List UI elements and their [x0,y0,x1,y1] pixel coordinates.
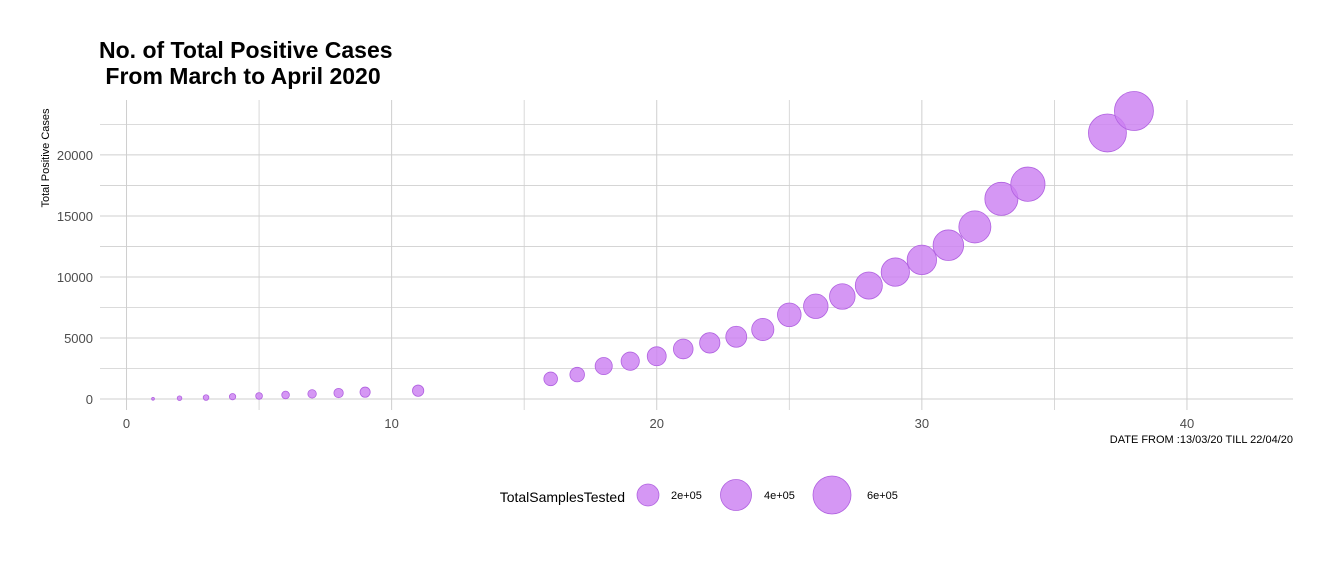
x-tick-label: 10 [384,416,398,431]
legend-title: TotalSamplesTested [500,489,625,505]
data-point [699,332,721,354]
data-point [673,338,694,360]
y-tick-label: 10000 [57,270,93,285]
x-tick-label: 40 [1180,416,1194,431]
legend-entry-label: 2e+05 [671,490,702,502]
data-point [646,346,667,367]
y-tick-label: 15000 [57,209,93,224]
data-point [1114,91,1154,131]
data-point [777,302,802,328]
data-point [751,317,775,341]
data-point [1088,113,1127,153]
data-point [829,283,856,310]
data-point [569,366,585,383]
data-point [228,393,237,401]
y-tick-label: 0 [86,392,93,407]
data-point [906,244,937,276]
data-point [543,371,558,387]
data-point [854,271,883,300]
y-tick-label: 20000 [57,148,93,163]
data-point [333,387,344,399]
chart-caption: DATE FROM :13/03/20 TILL 22/04/20 [1109,434,1293,446]
data-point [984,181,1019,216]
legend-key-circle [636,483,660,507]
y-tick-label: 5000 [64,331,93,346]
data-point [725,325,748,348]
data-point [281,390,290,400]
data-point [255,392,263,400]
x-tick-label: 0 [123,416,130,431]
data-points [151,91,1154,401]
data-point [932,229,965,261]
chart-title-line-1: No. of Total Positive Cases [99,37,393,63]
x-tick-label: 30 [915,416,929,431]
data-point [803,293,829,319]
data-point [176,395,183,401]
legend-entry-label: 6e+05 [867,490,898,502]
grid [100,100,1293,410]
data-point [958,210,992,244]
legend: TotalSamplesTested 2e+05 4e+05 6e+05 [500,475,898,515]
data-point [412,384,425,397]
data-point [359,386,371,398]
x-tick-label: 20 [649,416,663,431]
data-point [151,396,155,401]
data-point [202,394,210,401]
data-point [620,351,640,371]
legend-key-circle [812,475,852,515]
chart-title-line-2: From March to April 2020 [99,63,381,89]
data-point [1010,166,1046,202]
legend-key-circle [720,479,752,511]
data-point [880,257,910,287]
legend-entry-label: 4e+05 [764,490,795,502]
tick-labels: 0 10 20 30 40 0 5000 10000 15000 20000 [57,148,1194,431]
data-point [594,357,613,376]
data-point [307,389,317,399]
